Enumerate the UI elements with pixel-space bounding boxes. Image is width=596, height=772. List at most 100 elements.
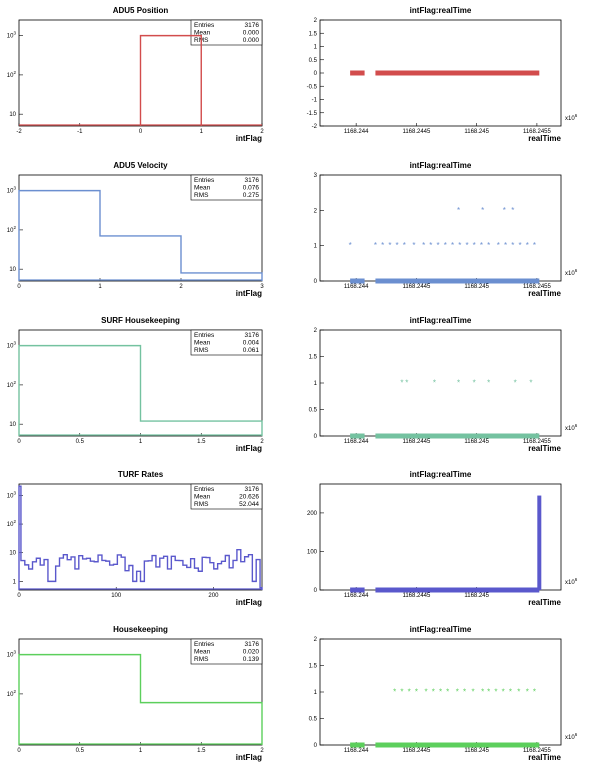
- scatter-point: *: [349, 241, 352, 250]
- x-axis-label: realTime: [528, 598, 561, 607]
- plot-panel-5: intFlag:realTime realTime 1168.244 1168.244…: [309, 316, 578, 453]
- scatter-band: [350, 742, 365, 748]
- plot-frame: [319, 483, 562, 591]
- x-axis-label: intFlag: [236, 753, 262, 762]
- scatter-band: [375, 742, 540, 748]
- stats-value: 20.626: [239, 494, 259, 501]
- x-exponent-label: x106: [565, 268, 578, 277]
- stats-box-frame: [190, 19, 263, 46]
- scatter-point: *: [381, 241, 384, 250]
- stats-key: Entries: [194, 22, 215, 29]
- stats-value: 3176: [245, 332, 260, 339]
- x-exponent-label: x106: [565, 577, 578, 586]
- y-tick-label: 0: [314, 743, 318, 749]
- x-tick-label: 1168.245: [464, 439, 489, 445]
- scatter-point: *: [494, 688, 497, 697]
- scatter-point: *: [393, 688, 396, 697]
- y-tick-label: 1.5: [309, 664, 318, 670]
- plot-title: SURF Housekeeping: [101, 316, 180, 325]
- x-exponent-label: x106: [565, 423, 578, 432]
- y-tick-label: 2: [314, 18, 318, 24]
- x-tick-label: -1: [77, 129, 83, 135]
- stats-value: 0.061: [243, 347, 260, 354]
- x-tick-label: 0: [17, 284, 21, 290]
- scatter-point: *: [511, 241, 514, 250]
- y-tick-label: 102: [7, 225, 17, 234]
- x-axis-label: realTime: [528, 134, 561, 143]
- plot-frame: [319, 174, 562, 282]
- plot-title: intFlag:realTime: [410, 6, 472, 15]
- x-tick-label: 1168.245: [464, 284, 489, 290]
- stats-key: Mean: [194, 185, 211, 192]
- y-tick-label: 10: [9, 422, 16, 428]
- x-tick-label: 0: [17, 748, 21, 754]
- stats-key: RMS: [194, 192, 209, 199]
- x-tick-label: 1.5: [197, 748, 206, 754]
- stats-value: 0.139: [243, 656, 260, 663]
- y-tick-label: -1: [312, 98, 318, 104]
- y-tick-label: 1: [13, 579, 17, 585]
- x-tick-label: 2: [260, 439, 264, 445]
- scatter-point: *: [437, 241, 440, 250]
- scatter-spike: [537, 495, 542, 590]
- scatter-point: *: [403, 241, 406, 250]
- y-tick-label: -2: [312, 124, 318, 130]
- y-tick-label: 200: [307, 511, 318, 517]
- scatter-point: *: [429, 241, 432, 250]
- scatter-point: *: [408, 688, 411, 697]
- stats-value: 0.076: [243, 185, 260, 192]
- histogram-outline: [139, 34, 202, 126]
- histogram-outline: [18, 485, 263, 590]
- scatter-point: *: [473, 241, 476, 250]
- plot-panel-9: intFlag:realTime realTime 1168.244 1168.244…: [309, 625, 578, 762]
- scatter-band: [350, 587, 365, 593]
- y-tick-label: 2: [314, 208, 318, 214]
- plot-title: intFlag:realTime: [410, 316, 472, 325]
- x-axis-label: intFlag: [236, 444, 262, 453]
- stats-key: Entries: [194, 332, 215, 339]
- x-tick-label: -2: [16, 129, 22, 135]
- scatter-point: *: [457, 379, 460, 388]
- plot-panel-0: ADU5 Position intFlag -2 -1 0 1 2 103 102 10 Entri…: [7, 6, 265, 143]
- stats-key: RMS: [194, 656, 209, 663]
- histogram-outline: [18, 653, 263, 745]
- plot-frame: [319, 329, 562, 437]
- scatter-point: *: [473, 379, 476, 388]
- stats-key: Entries: [194, 486, 215, 493]
- x-tick-label: 1168.245: [464, 593, 489, 599]
- y-tick-label: 102: [7, 380, 17, 389]
- stats-box-frame: [190, 483, 263, 510]
- scatter-point: *: [497, 241, 500, 250]
- scatter-point: *: [432, 688, 435, 697]
- x-tick-label: 1: [139, 748, 143, 754]
- y-tick-label: 1.5: [309, 31, 318, 37]
- x-axis-label: realTime: [528, 289, 561, 298]
- plot-title: intFlag:realTime: [410, 625, 472, 634]
- y-tick-label: 1: [314, 45, 318, 51]
- y-tick-label: -1.5: [307, 111, 318, 117]
- plot-panel-1: intFlag:realTime realTime 1168.244 1168.244…: [307, 6, 578, 143]
- y-tick-label: 103: [7, 650, 17, 659]
- y-tick-label: 1.5: [309, 355, 318, 361]
- y-tick-label: 0: [314, 279, 318, 285]
- stats-key: Entries: [194, 641, 215, 648]
- y-tick-label: 0: [314, 434, 318, 440]
- scatter-point: *: [463, 688, 466, 697]
- stats-key: Mean: [194, 30, 211, 37]
- scatter-point: *: [388, 241, 391, 250]
- x-tick-label: 1168.244: [344, 129, 369, 135]
- x-axis-label: realTime: [528, 444, 561, 453]
- stats-box-frame: [190, 174, 263, 201]
- scatter-point: *: [433, 379, 436, 388]
- x-axis-label: intFlag: [236, 598, 262, 607]
- histogram-outline: [18, 344, 263, 436]
- x-axis-label: realTime: [528, 753, 561, 762]
- x-tick-label: 3: [260, 284, 264, 290]
- stats-value: 3176: [245, 177, 260, 184]
- y-tick-label: 103: [7, 186, 17, 195]
- scatter-point: *: [514, 379, 517, 388]
- stats-key: Entries: [194, 177, 215, 184]
- scatter-point: *: [480, 241, 483, 250]
- stats-value: 52.044: [239, 501, 259, 508]
